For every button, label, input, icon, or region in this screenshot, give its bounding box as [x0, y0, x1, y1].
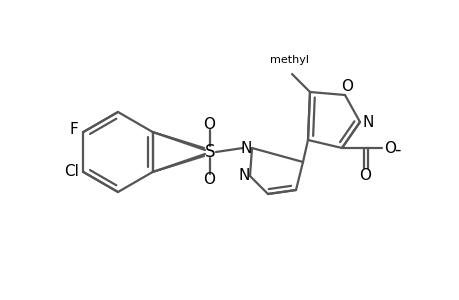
Text: O: O: [202, 172, 214, 188]
Text: N: N: [240, 140, 251, 155]
Text: O: O: [383, 140, 395, 155]
Text: S: S: [204, 143, 215, 161]
Text: O: O: [358, 169, 370, 184]
Text: Cl: Cl: [64, 164, 78, 179]
Text: -: -: [393, 141, 399, 159]
Text: F: F: [70, 122, 78, 136]
Text: O: O: [340, 79, 352, 94]
Text: N: N: [362, 115, 373, 130]
Text: O: O: [202, 116, 214, 131]
Text: methyl: methyl: [270, 55, 309, 65]
Text: N: N: [238, 169, 249, 184]
